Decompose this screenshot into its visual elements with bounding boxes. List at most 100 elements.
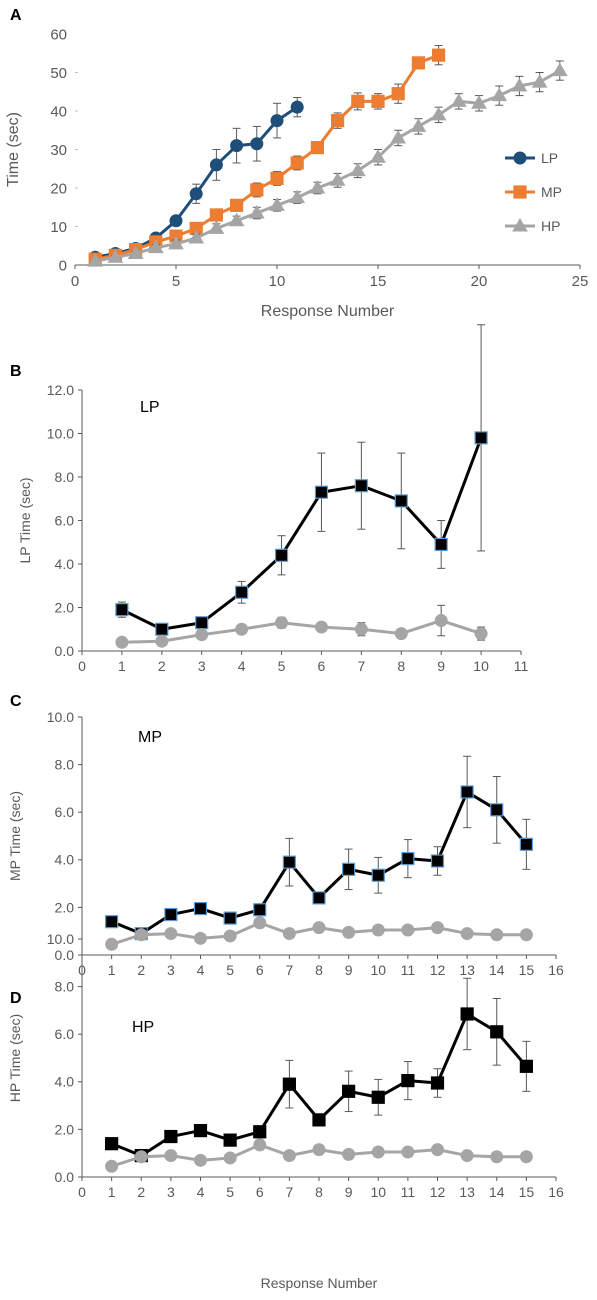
x-tick-label: 10 — [370, 1184, 386, 1200]
data-point-s2-2 — [127, 245, 144, 259]
data-point-s1-8 — [342, 1147, 356, 1161]
data-point-s2-16 — [410, 118, 427, 132]
panel-letter: A — [10, 7, 22, 24]
x-tick-label: 3 — [167, 1184, 175, 1200]
data-point-s1-6 — [282, 1149, 296, 1163]
x-tick-label: 14 — [489, 1184, 505, 1200]
inset-label: MP — [138, 729, 162, 746]
series-0 — [105, 755, 533, 941]
x-tick-label: 25 — [572, 273, 589, 290]
x-tick-label: 5 — [278, 658, 286, 674]
data-point-s0-2 — [164, 907, 178, 922]
data-point-s2-21 — [511, 77, 528, 92]
data-point-s0-10 — [290, 100, 304, 114]
x-tick-label: 12 — [430, 962, 446, 978]
panel-b-chart: B 0 1 2 3 4 5 6 7 8 9 10 11 0.0 2.0 4.0 6.0 8.0 10.0 12.0 LP… — [10, 324, 528, 674]
data-point-s0-7 — [394, 494, 408, 508]
x-tick-label: 5 — [226, 1184, 234, 1200]
data-point-s1-0 — [105, 1159, 119, 1173]
y-tick-label: 4.0 — [55, 852, 75, 868]
series-0 — [105, 977, 533, 1163]
x-tick-label: 3 — [167, 962, 175, 978]
series-mp — [88, 45, 446, 266]
x-tick-label: 7 — [285, 962, 293, 978]
data-point-s1-1 — [134, 1150, 148, 1164]
x-tick-label: 1 — [118, 658, 126, 674]
data-point-slegend1-0 — [513, 185, 527, 199]
y-axis-title: Time (sec) — [5, 112, 22, 187]
y-tick-label: 6.0 — [55, 804, 75, 820]
data-point-s2-18 — [450, 93, 467, 107]
x-tick-label: 15 — [519, 1184, 535, 1200]
data-point-s1-13 — [351, 94, 365, 108]
series-line-0 — [121, 437, 483, 631]
data-point-s2-12 — [329, 172, 346, 186]
data-point-s0-0 — [105, 1137, 119, 1151]
data-point-s0-0 — [115, 603, 129, 617]
data-point-s0-10 — [401, 852, 415, 866]
data-point-s2-6 — [208, 220, 225, 234]
data-point-s1-2 — [164, 1149, 178, 1163]
data-point-s1-8 — [434, 614, 448, 628]
x-tick-label: 12 — [430, 1184, 446, 1200]
data-point-s0-14 — [519, 837, 533, 851]
data-point-s1-7 — [312, 1143, 326, 1157]
legend-label: LP — [541, 150, 558, 166]
y-tick-label: 2.0 — [55, 899, 75, 915]
data-point-s1-2 — [195, 628, 209, 642]
data-point-s1-4 — [223, 1151, 237, 1165]
data-point-s2-11 — [309, 180, 326, 194]
data-point-s1-10 — [401, 923, 415, 937]
data-point-s1-9 — [270, 171, 284, 185]
y-tick-label: 2.0 — [55, 1121, 75, 1137]
y-tick-label: 8.0 — [55, 757, 75, 773]
data-point-s2-13 — [349, 162, 366, 177]
x-tick-label: 1 — [108, 1184, 116, 1200]
x-tick-label: 15 — [370, 273, 387, 290]
x-tick-label: 9 — [437, 658, 445, 674]
data-point-s0-5 — [189, 187, 203, 201]
data-point-s0-6 — [282, 855, 296, 869]
data-point-s0-7 — [312, 1113, 326, 1127]
legend-item-hp: HP — [505, 218, 560, 234]
legend-item-mp: MP — [505, 184, 562, 200]
x-tick-label: 10 — [269, 273, 286, 290]
data-point-s2-15 — [390, 129, 407, 144]
data-point-s1-16 — [411, 56, 425, 70]
x-tick-label: 0 — [78, 658, 86, 674]
data-point-s0-8 — [434, 537, 448, 552]
data-point-s0-7 — [230, 139, 244, 153]
y-tick-label: 50 — [50, 65, 67, 82]
data-point-s1-0 — [105, 937, 119, 951]
data-point-s1-2 — [164, 927, 178, 941]
y-tick-label: 30 — [50, 142, 67, 159]
data-point-s1-15 — [391, 87, 405, 101]
series-line-2 — [94, 69, 561, 263]
x-tick-label: 6 — [318, 658, 326, 674]
y-tick-label: 20 — [50, 180, 67, 197]
x-tick-label: 7 — [357, 658, 365, 674]
y-tick-label: 4.0 — [55, 556, 75, 572]
x-tick-label: 10 — [473, 658, 489, 674]
data-point-s2-9 — [269, 197, 285, 211]
y-tick-label: 40 — [50, 103, 67, 120]
x-tick-label: 11 — [401, 1184, 416, 1200]
data-point-s1-13 — [490, 928, 504, 942]
panel-d-chart: D0 1 2 3 4 5 6 7 8 9 10 11 12 13 14 15 160.02.04.06.08.0… — [7, 931, 564, 1291]
data-point-s2-10 — [289, 189, 306, 204]
legend-item-lp: LP — [505, 150, 558, 166]
data-point-s0-6 — [354, 479, 368, 493]
data-point-s2-23 — [551, 62, 568, 77]
inset-label: HP — [132, 1019, 154, 1036]
series-1 — [105, 1138, 533, 1173]
panel-a-chart: A 0 5 10 15 20 25 0 10 20 30 40 50 60 Time (sec) Respon… — [5, 7, 588, 320]
x-tick-label: 4 — [197, 1184, 205, 1200]
x-tick-label: 15 — [519, 962, 535, 978]
data-point-s1-12 — [460, 1149, 474, 1163]
data-point-s2-7 — [228, 212, 245, 227]
series-line-1 — [121, 619, 482, 644]
data-point-s1-7 — [312, 921, 326, 935]
x-tick-label: 4 — [197, 962, 205, 978]
x-tick-label: 16 — [548, 962, 564, 978]
y-tick-label: 8.0 — [55, 979, 75, 995]
